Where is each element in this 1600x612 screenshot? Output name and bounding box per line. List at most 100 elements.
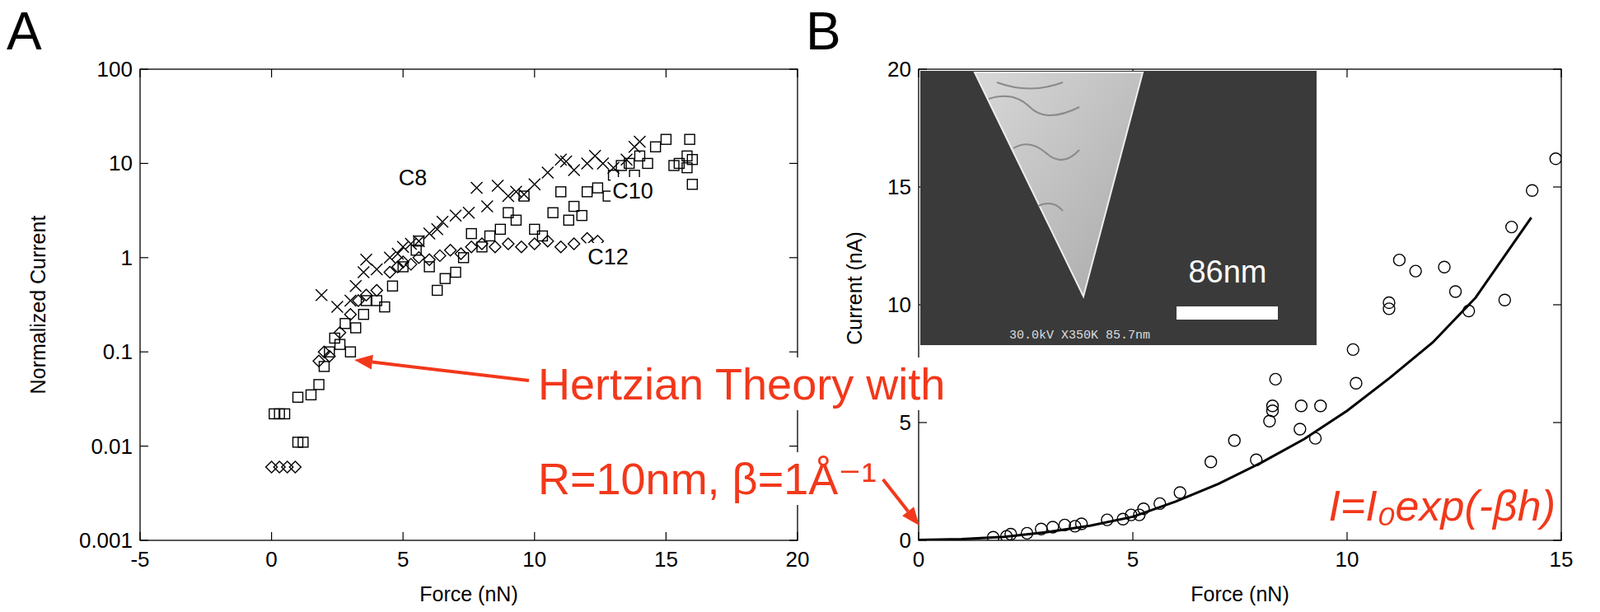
point-square <box>563 215 574 225</box>
point-diamond <box>502 238 515 250</box>
y-tick-right <box>789 163 798 164</box>
point-circle <box>1463 304 1475 317</box>
point-square <box>313 379 324 390</box>
point-circle <box>1393 254 1405 267</box>
point-cross <box>370 263 383 276</box>
text-patch <box>536 452 879 506</box>
panel-letter: B <box>805 1 842 61</box>
point-diamond <box>555 241 567 253</box>
point-square <box>432 285 443 295</box>
point-diamond <box>454 247 467 260</box>
inset-caption: 30.0kV X350K 85.7nm <box>1009 328 1151 343</box>
point-diamond <box>273 461 286 473</box>
point-circle <box>1498 294 1511 306</box>
point-cross <box>315 289 328 301</box>
y-tick-label: 10 <box>887 292 912 318</box>
point-cross <box>608 162 620 174</box>
x-tick <box>271 532 272 541</box>
point-cross <box>491 179 504 192</box>
series-label: C10 <box>612 178 654 204</box>
x-tick-top <box>665 69 667 78</box>
y-tick-right <box>789 351 798 353</box>
afm-tip <box>974 72 1143 297</box>
point-cross <box>350 280 362 292</box>
point-square <box>280 408 291 419</box>
point-circle <box>1267 400 1279 412</box>
annotations: Hertzian Theory withR=10nm, β=1Å⁻¹I=I₀ex… <box>354 355 1556 530</box>
point-cross <box>360 253 373 266</box>
figure: -5051015200.0010.010.1110100Force (nN)No… <box>0 0 1600 612</box>
point-square <box>318 361 329 372</box>
x-tick-top <box>402 69 404 78</box>
x-tick-label: -5 <box>130 547 150 572</box>
point-square <box>684 134 695 145</box>
panel: 05101505101520Force (nN)Current (nA)B86n… <box>805 1 1573 606</box>
x-tick <box>1346 532 1348 541</box>
y-tick-label: 0.1 <box>102 339 133 365</box>
point-square <box>624 158 635 169</box>
text-patch <box>585 243 631 272</box>
point-square <box>485 230 496 241</box>
y-tick-label: 15 <box>887 174 912 200</box>
point-square <box>537 230 548 241</box>
point-circle <box>1267 405 1279 417</box>
point-cross <box>471 182 483 194</box>
y-axis-title: Normalized Current <box>26 215 50 395</box>
point-square <box>556 187 567 197</box>
point-cross <box>481 201 493 213</box>
arrow-line <box>883 479 908 512</box>
point-diamond <box>370 284 383 296</box>
x-tick-top <box>1346 69 1348 78</box>
point-square <box>350 322 361 333</box>
text-patch <box>610 177 655 206</box>
tip-texture <box>988 82 1080 211</box>
inset-image <box>920 70 1317 346</box>
point-diamond <box>360 289 373 301</box>
point-circle <box>1295 400 1307 412</box>
y-tick-label: 0.001 <box>79 528 133 553</box>
point-diamond <box>412 252 425 264</box>
plot-frame <box>918 69 1562 541</box>
point-circle <box>1314 400 1327 412</box>
point-square <box>345 346 356 357</box>
point-diamond <box>465 241 478 253</box>
x-axis-title: Force (nN) <box>1190 582 1289 606</box>
point-circle <box>1269 373 1282 385</box>
y-tick-label: 1 <box>121 245 133 271</box>
point-circle <box>1438 261 1451 273</box>
arrow-line <box>372 362 529 381</box>
point-circle <box>1263 415 1276 427</box>
point-square <box>340 318 351 329</box>
point-square <box>495 224 506 234</box>
point-cross <box>357 266 370 279</box>
point-square <box>650 141 661 152</box>
point-circle <box>1506 221 1518 234</box>
point-diamond <box>334 327 347 339</box>
x-tick-label: 20 <box>785 547 810 572</box>
inset: 86nm30.0kV X350K 85.7nm <box>920 70 1317 346</box>
point-square <box>582 187 593 197</box>
point-diamond <box>568 238 581 250</box>
y-tick-right <box>789 445 798 447</box>
point-diamond <box>542 235 554 248</box>
scale-bar <box>1176 306 1278 320</box>
point-square <box>293 392 304 403</box>
text-patch <box>536 357 947 411</box>
point-cross <box>431 223 444 235</box>
point-circle <box>1174 486 1186 499</box>
point-square <box>424 261 435 272</box>
y-tick-right <box>1553 304 1562 305</box>
point-circle <box>1383 303 1395 315</box>
y-tick-label: 10 <box>108 150 133 176</box>
y-tick <box>140 257 149 258</box>
point-circle <box>1450 285 1462 298</box>
panel-letter: A <box>6 1 43 61</box>
formula: I=I₀exp(-βh) <box>1328 481 1556 530</box>
point-square <box>413 236 424 247</box>
point-square <box>642 158 653 169</box>
y-tick <box>140 351 149 353</box>
point-square <box>687 179 698 190</box>
point-square <box>358 309 369 320</box>
y-tick-right <box>789 257 798 258</box>
point-diamond <box>444 244 457 257</box>
